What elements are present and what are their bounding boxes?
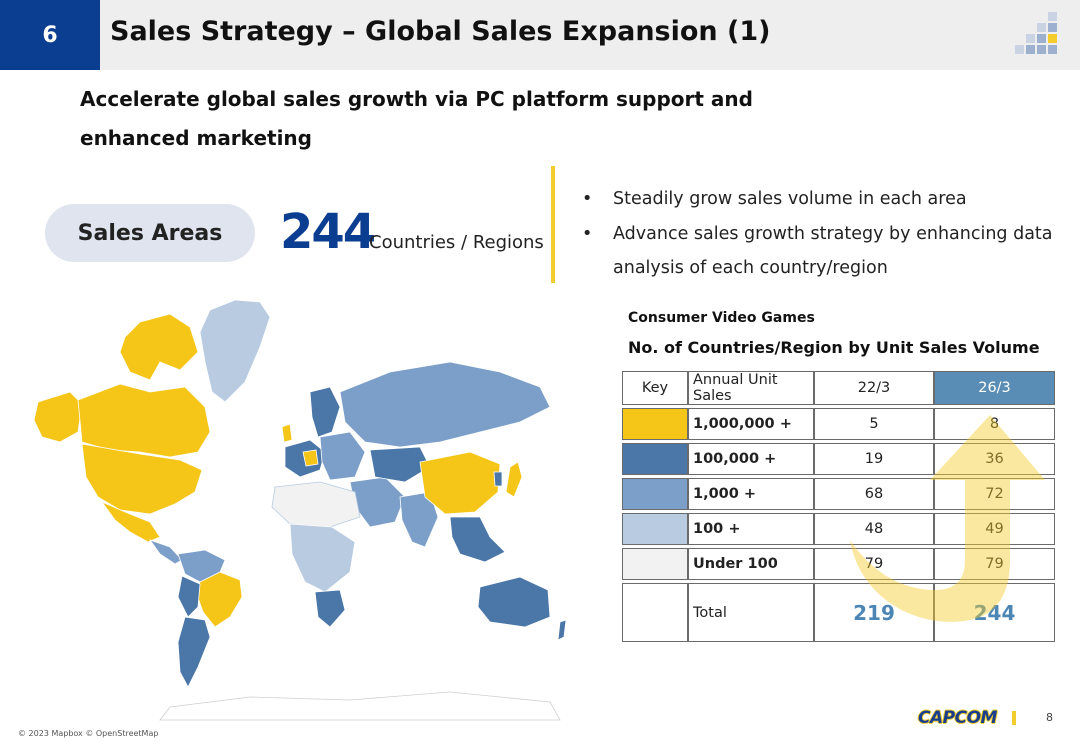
map-attribution: © 2023 Mapbox © OpenStreetMap xyxy=(18,729,159,738)
key-swatch xyxy=(622,513,688,545)
decorative-grid-icon xyxy=(1014,12,1066,62)
table-row: 1,000 + 68 72 xyxy=(622,478,1055,510)
table-row: Under 100 79 79 xyxy=(622,548,1055,580)
bullet-list: Steadily grow sales volume in each area … xyxy=(582,182,1062,286)
table-title: No. of Countries/Region by Unit Sales Vo… xyxy=(628,338,1040,357)
map-region-north-africa xyxy=(271,481,361,528)
row-value-22-3: 19 xyxy=(814,443,934,475)
header-26-3: 26/3 xyxy=(934,371,1055,405)
row-value-22-3: 79 xyxy=(814,548,934,580)
total-label: Total xyxy=(688,583,814,642)
map-region-russia xyxy=(339,361,551,448)
key-swatch xyxy=(622,443,688,475)
key-empty xyxy=(622,583,688,642)
row-label: 100 + xyxy=(688,513,814,545)
row-value-26-3: 49 xyxy=(934,513,1055,545)
slide-title: Sales Strategy – Global Sales Expansion … xyxy=(110,16,771,47)
row-value-22-3: 5 xyxy=(814,408,934,440)
row-label: Under 100 xyxy=(688,548,814,580)
map-region-central-asia xyxy=(369,446,431,483)
map-region-middle-east xyxy=(349,476,406,528)
map-region-china xyxy=(419,451,501,515)
map-region-antarctica xyxy=(159,691,561,721)
map-region-mexico xyxy=(100,501,161,543)
slide-header: 6 Sales Strategy – Global Sales Expansio… xyxy=(0,0,1080,70)
map-region-canada xyxy=(77,383,211,458)
map-region-southern-cone xyxy=(177,616,211,688)
map-region-eastern-europe xyxy=(319,431,366,481)
header-key: Key xyxy=(622,371,688,405)
row-value-26-3: 79 xyxy=(934,548,1055,580)
row-value-26-3: 36 xyxy=(934,443,1055,475)
table-category: Consumer Video Games xyxy=(628,310,815,326)
map-region-korea xyxy=(493,471,503,487)
map-region-greenland xyxy=(199,299,271,403)
table-header-row: Key Annual Unit Sales 22/3 26/3 xyxy=(622,371,1055,405)
map-region-australia xyxy=(477,576,551,628)
table-row: 100,000 + 19 36 xyxy=(622,443,1055,475)
divider-bar xyxy=(551,166,555,283)
map-region-brazil xyxy=(195,571,243,628)
key-swatch xyxy=(622,478,688,510)
map-region-southeast-asia xyxy=(449,516,506,563)
slide-subtitle: Accelerate global sales growth via PC pl… xyxy=(80,87,753,150)
section-number: 6 xyxy=(0,0,100,70)
capcom-logo: CAPCOM xyxy=(918,708,997,728)
row-label: 1,000,000 + xyxy=(688,408,814,440)
map-region-new-zealand xyxy=(557,619,567,641)
map-region-usa xyxy=(81,443,203,515)
bullet-item: Advance sales growth strategy by enhanci… xyxy=(582,217,1062,286)
page-number: 8 xyxy=(1046,711,1053,724)
row-label: 100,000 + xyxy=(688,443,814,475)
map-region-germany xyxy=(302,449,319,467)
row-value-22-3: 48 xyxy=(814,513,934,545)
map-region-south-africa xyxy=(314,589,346,628)
map-region-japan xyxy=(505,461,523,498)
table-row: 100 + 48 49 xyxy=(622,513,1055,545)
map-region-alaska xyxy=(33,391,83,443)
map-region-uk xyxy=(281,423,293,443)
key-swatch xyxy=(622,408,688,440)
total-value-22-3: 219 xyxy=(814,583,934,642)
map-region-arctic-canada xyxy=(119,313,199,381)
map-region-scandinavia xyxy=(309,386,341,438)
row-label: 1,000 + xyxy=(688,478,814,510)
key-swatch xyxy=(622,548,688,580)
table-row: 1,000,000 + 5 8 xyxy=(622,408,1055,440)
sales-areas-unit: Countries / Regions xyxy=(369,232,544,253)
logo-accent-bar xyxy=(1012,711,1016,725)
table-total-row: Total 219 244 xyxy=(622,583,1055,642)
sales-volume-table: Key Annual Unit Sales 22/3 26/3 1,000,00… xyxy=(622,368,1055,642)
header-annual-unit-sales: Annual Unit Sales xyxy=(688,371,814,405)
bullet-item: Steadily grow sales volume in each area xyxy=(582,182,1062,217)
world-map xyxy=(33,299,567,721)
row-value-26-3: 72 xyxy=(934,478,1055,510)
header-22-3: 22/3 xyxy=(814,371,934,405)
row-value-22-3: 68 xyxy=(814,478,934,510)
sales-areas-pill: Sales Areas xyxy=(45,204,255,262)
sales-areas-count: 244 xyxy=(280,204,376,260)
map-region-central-america xyxy=(148,539,183,565)
row-value-26-3: 8 xyxy=(934,408,1055,440)
total-value-26-3: 244 xyxy=(934,583,1055,642)
map-region-andes xyxy=(177,575,201,618)
map-region-central-africa xyxy=(289,523,356,593)
